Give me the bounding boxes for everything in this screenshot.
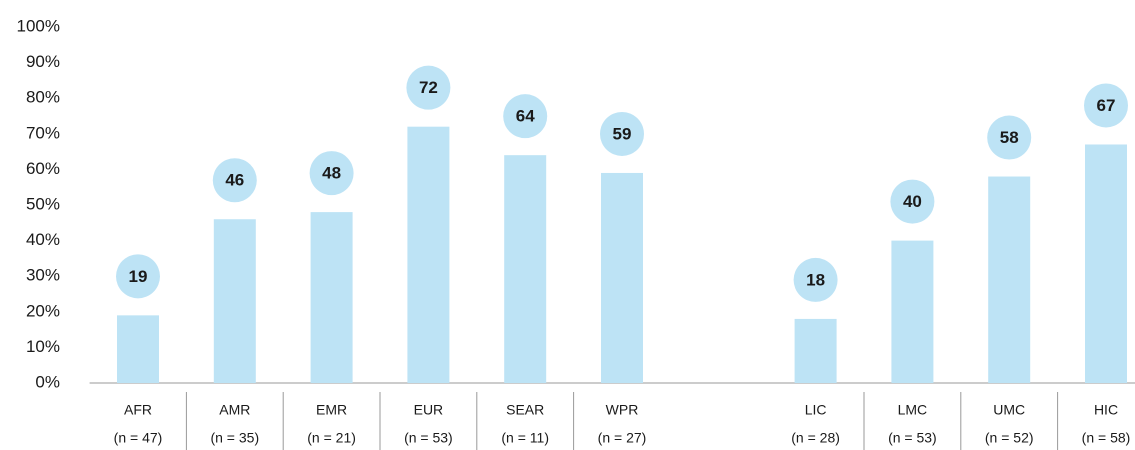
value-label: 72 [419,78,438,97]
value-label: 58 [1000,128,1019,147]
value-badge [212,158,257,203]
x-tick-sublabel: (n = 58) [1082,430,1131,446]
bar [1085,144,1127,383]
value-badge [406,65,451,110]
value-badge [503,94,548,139]
y-tick-label: 80% [26,88,60,107]
bar [213,219,256,383]
value-badge [987,115,1032,160]
y-tick-label: 30% [26,266,60,285]
x-tick-label: LIC [805,402,827,418]
value-label: 48 [322,164,341,183]
x-tick-label: WPR [606,402,639,418]
bar [504,155,547,383]
bar [117,315,159,383]
bar [601,172,643,383]
x-tick-sublabel: (n = 21) [307,430,356,446]
x-tick-label: SEAR [506,402,544,418]
x-tick-sublabel: (n = 35) [210,430,259,446]
bar [988,176,1031,383]
x-tick-sublabel: (n = 28) [791,430,840,446]
x-tick-sublabel: (n = 53) [404,430,453,446]
y-tick-label: 10% [26,337,60,356]
value-label: 67 [1097,96,1116,115]
value-label: 59 [613,124,632,143]
y-tick-label: 0% [35,372,60,391]
bar [891,240,934,383]
x-tick-sublabel: (n = 11) [501,430,549,446]
x-tick-sublabel: (n = 53) [888,430,937,446]
x-tick-label: HIC [1094,402,1118,418]
value-badge [309,151,354,196]
y-tick-label: 60% [26,159,60,178]
bar [310,212,353,383]
x-tick-label: UMC [993,402,1025,418]
y-tick-label: 20% [26,301,60,320]
bar [794,318,837,383]
x-tick-label: LMC [898,402,928,418]
x-tick-label: AFR [124,402,152,418]
value-badge [890,179,935,224]
value-label: 46 [225,171,244,190]
x-tick-sublabel: (n = 52) [985,430,1034,446]
x-tick-label: EMR [316,402,347,418]
value-label: 18 [806,270,825,289]
x-tick-sublabel: (n = 47) [114,430,163,446]
value-label: 19 [129,267,148,286]
value-label: 40 [903,192,922,211]
y-tick-label: 50% [26,194,60,213]
value-badge [600,111,644,156]
value-badge [793,257,838,302]
y-tick-label: 100% [17,16,60,35]
value-badge [116,254,160,299]
x-tick-label: AMR [219,402,250,418]
y-tick-label: 40% [26,230,60,249]
bar [407,126,450,384]
y-tick-label: 70% [26,123,60,142]
x-tick-sublabel: (n = 27) [598,430,647,446]
value-badge [1084,83,1128,128]
value-label: 64 [516,107,535,126]
x-tick-label: EUR [414,402,444,418]
y-tick-label: 90% [26,52,60,71]
